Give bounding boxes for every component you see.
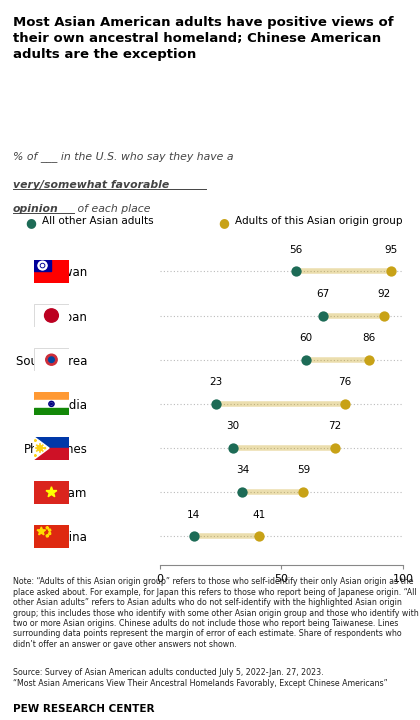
Point [300,487,307,498]
Point [293,266,299,277]
Bar [34,260,52,271]
Polygon shape [40,262,42,264]
Polygon shape [44,447,46,449]
Polygon shape [37,527,46,535]
Polygon shape [39,264,41,265]
Text: 72: 72 [328,421,341,431]
Text: 92: 92 [377,289,390,299]
Point [239,487,246,498]
Point [381,310,387,321]
Text: PEW RESEARCH CENTER: PEW RESEARCH CENTER [13,704,154,714]
Polygon shape [46,487,57,497]
Bar [34,392,69,400]
Polygon shape [48,528,51,531]
Text: 95: 95 [384,245,398,255]
Point [341,398,348,410]
Point [320,310,326,321]
Text: % of ___ in the U.S. who say they have a: % of ___ in the U.S. who say they have a [13,151,236,162]
Circle shape [37,446,42,451]
Polygon shape [43,262,45,264]
Polygon shape [46,526,49,529]
Text: very/somewhat favorable: very/somewhat favorable [13,180,169,190]
Point [229,442,236,454]
Point [366,354,373,366]
Circle shape [51,403,52,405]
Polygon shape [34,436,49,459]
Text: 23: 23 [209,377,222,387]
Circle shape [38,261,47,270]
Circle shape [40,264,45,268]
Bar [34,436,69,448]
Polygon shape [40,267,42,269]
Text: Note: “Adults of this Asian origin group” refers to those who self-identify thei: Note: “Adults of this Asian origin group… [13,577,418,649]
Polygon shape [39,266,41,268]
Point [190,531,197,542]
Point [332,442,339,454]
Circle shape [41,264,44,266]
Text: Adults of this Asian origin group: Adults of this Asian origin group [235,216,403,226]
Text: 59: 59 [297,466,310,475]
Polygon shape [42,261,43,263]
Text: opinion: opinion [13,204,58,214]
Text: of each place: of each place [74,204,150,214]
Text: 60: 60 [299,333,312,343]
Polygon shape [45,264,47,265]
Text: ●: ● [218,216,229,229]
Text: 76: 76 [338,377,352,387]
Bar [34,400,69,408]
Text: Source: Survey of Asian American adults conducted July 5, 2022-Jan. 27, 2023.
“M: Source: Survey of Asian American adults … [13,668,387,688]
Circle shape [46,354,57,365]
Bar [34,448,69,459]
Text: 86: 86 [362,333,376,343]
Text: 34: 34 [236,466,249,475]
Text: ●: ● [25,216,36,229]
Point [256,531,263,542]
Text: 56: 56 [289,245,303,255]
Text: All other Asian adults: All other Asian adults [42,216,154,226]
Polygon shape [45,266,47,268]
Polygon shape [34,454,37,456]
Polygon shape [42,268,43,270]
Text: 30: 30 [226,421,239,431]
Point [388,266,394,277]
Text: Most Asian American adults have positive views of
their own ancestral homeland; : Most Asian American adults have positive… [13,16,393,61]
Polygon shape [48,532,51,535]
Bar [34,408,69,415]
Polygon shape [43,267,45,269]
Text: 67: 67 [316,289,329,299]
Polygon shape [34,440,37,441]
Point [212,398,219,410]
Polygon shape [45,265,47,266]
Text: 14: 14 [187,510,200,520]
Polygon shape [46,534,49,537]
Text: 41: 41 [253,510,266,520]
Polygon shape [38,265,40,266]
Circle shape [45,309,58,322]
Circle shape [49,357,54,362]
Point [302,354,309,366]
